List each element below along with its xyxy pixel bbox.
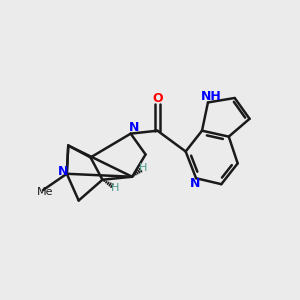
Text: H: H [111, 183, 119, 193]
Text: N: N [58, 165, 68, 178]
Text: N: N [128, 121, 139, 134]
Text: H: H [139, 163, 148, 173]
Text: N: N [190, 177, 201, 190]
Text: O: O [152, 92, 163, 105]
Text: Me: Me [37, 187, 53, 196]
Text: NH: NH [201, 90, 222, 103]
